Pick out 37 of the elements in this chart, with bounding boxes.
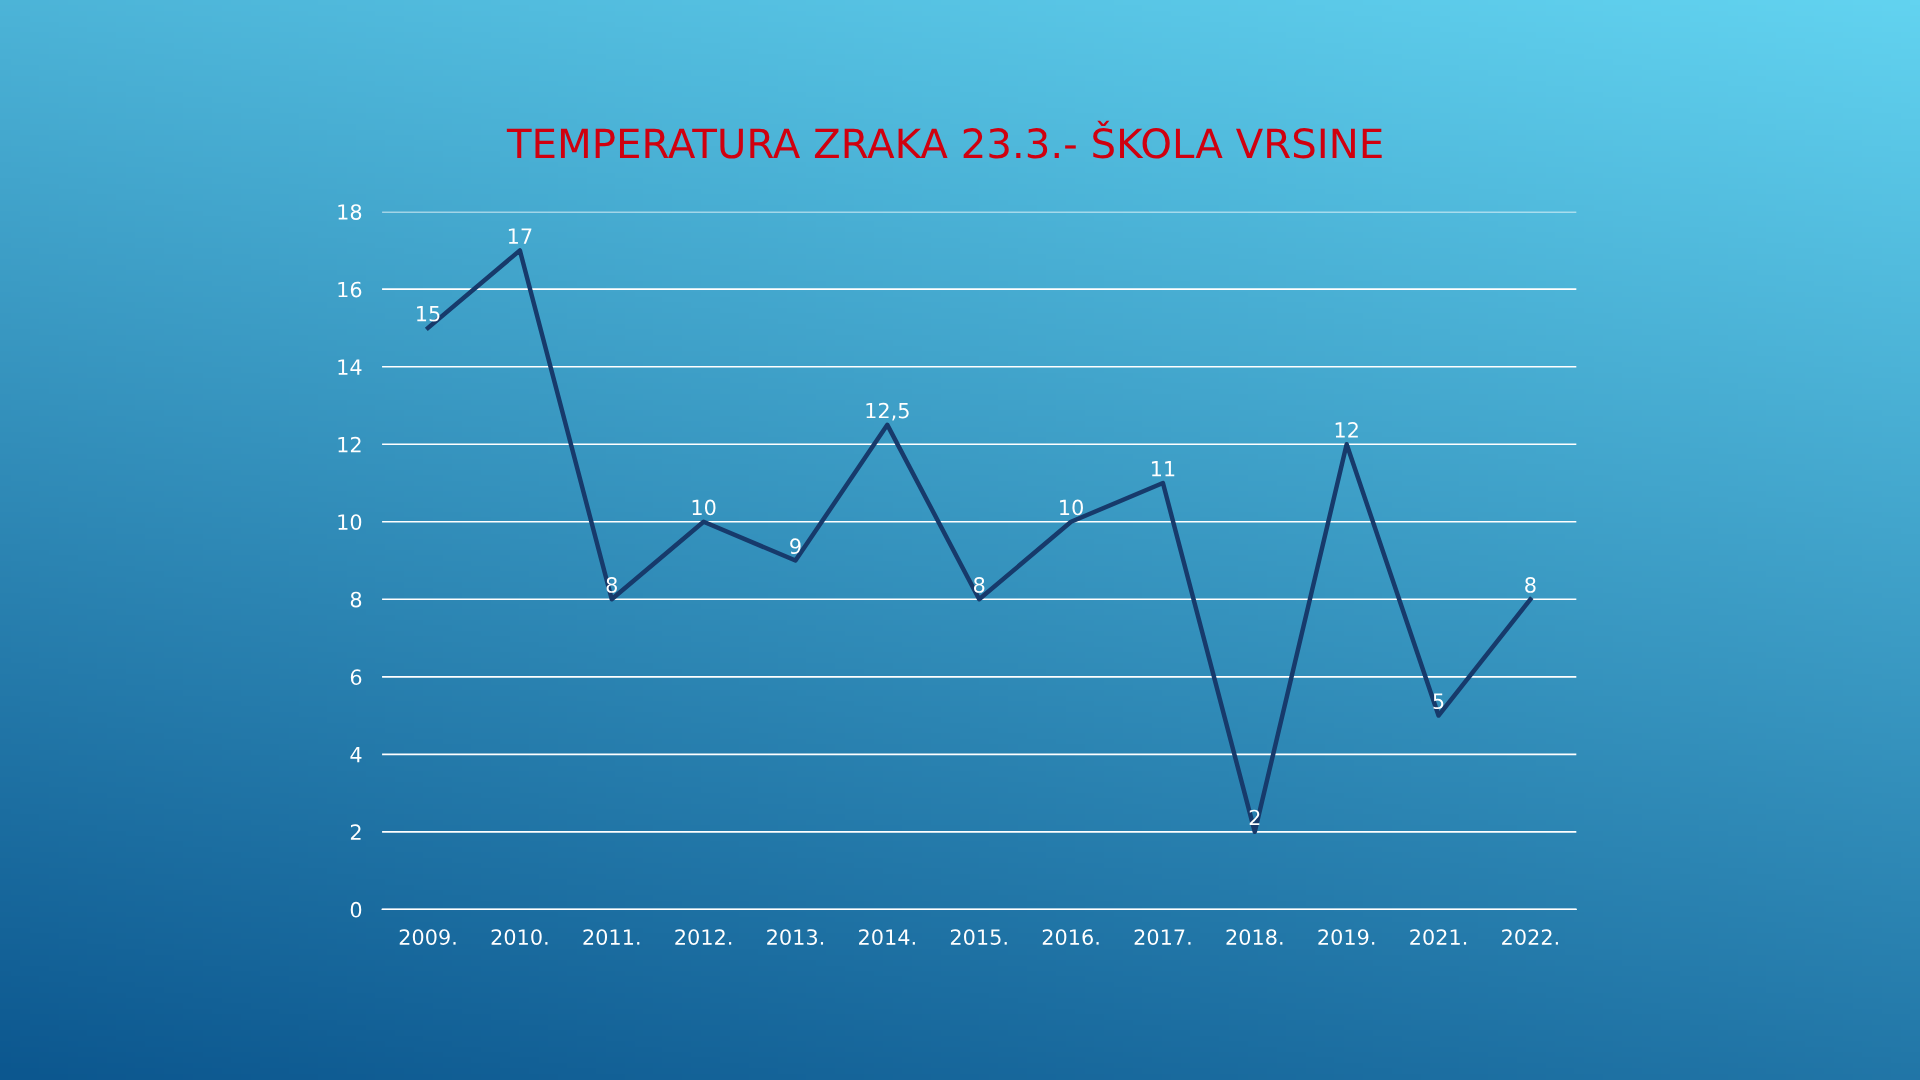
y-tick-label: 8 bbox=[350, 591, 362, 608]
x-tick-label: 2014. bbox=[859, 929, 915, 945]
data-label: 17 bbox=[508, 228, 532, 244]
x-tick-label: 2019. bbox=[1318, 929, 1375, 945]
data-label: 11 bbox=[1151, 461, 1175, 477]
x-tick-label: 2016. bbox=[1042, 929, 1099, 945]
x-tick-label: 2011. bbox=[583, 929, 640, 945]
data-label: 12,5 bbox=[866, 402, 909, 421]
data-label: 12 bbox=[1335, 422, 1358, 438]
x-tick-label: 2009. bbox=[399, 929, 456, 945]
y-tick-label: 2 bbox=[350, 824, 361, 840]
x-tick-label: 2017. bbox=[1134, 929, 1191, 945]
data-label: 15 bbox=[417, 306, 440, 322]
x-tick-label: 2021. bbox=[1410, 929, 1467, 945]
y-tick-label: 10 bbox=[338, 514, 362, 530]
y-tick-label: 14 bbox=[338, 359, 362, 375]
data-label: 9 bbox=[790, 538, 801, 555]
y-tick-label: 18 bbox=[338, 204, 362, 220]
y-tick-label: 4 bbox=[350, 747, 362, 763]
y-tick-label: 0 bbox=[350, 901, 362, 918]
y-tick-label: 6 bbox=[350, 669, 362, 686]
chart-title: TEMPERATURA ZRAKA 23.3.- ŠKOLA VRSINE bbox=[506, 120, 1382, 159]
data-label: 8 bbox=[973, 577, 985, 593]
y-tick-label: 16 bbox=[338, 281, 362, 298]
data-label: 8 bbox=[606, 577, 617, 593]
x-tick-label: 2022. bbox=[1502, 929, 1558, 945]
x-tick-label: 2013. bbox=[767, 929, 824, 945]
data-label: 8 bbox=[1525, 577, 1536, 593]
x-tick-label: 2012. bbox=[675, 929, 732, 945]
x-tick-label: 2015. bbox=[950, 929, 1007, 945]
x-tick-label: 2018. bbox=[1226, 929, 1283, 945]
y-tick-label: 12 bbox=[338, 436, 361, 453]
x-tick-label: 2010. bbox=[491, 929, 548, 945]
data-label: 2 bbox=[1249, 809, 1260, 826]
data-label: 10 bbox=[692, 499, 716, 516]
data-label: 5 bbox=[1433, 693, 1444, 710]
data-label: 10 bbox=[1060, 499, 1083, 516]
